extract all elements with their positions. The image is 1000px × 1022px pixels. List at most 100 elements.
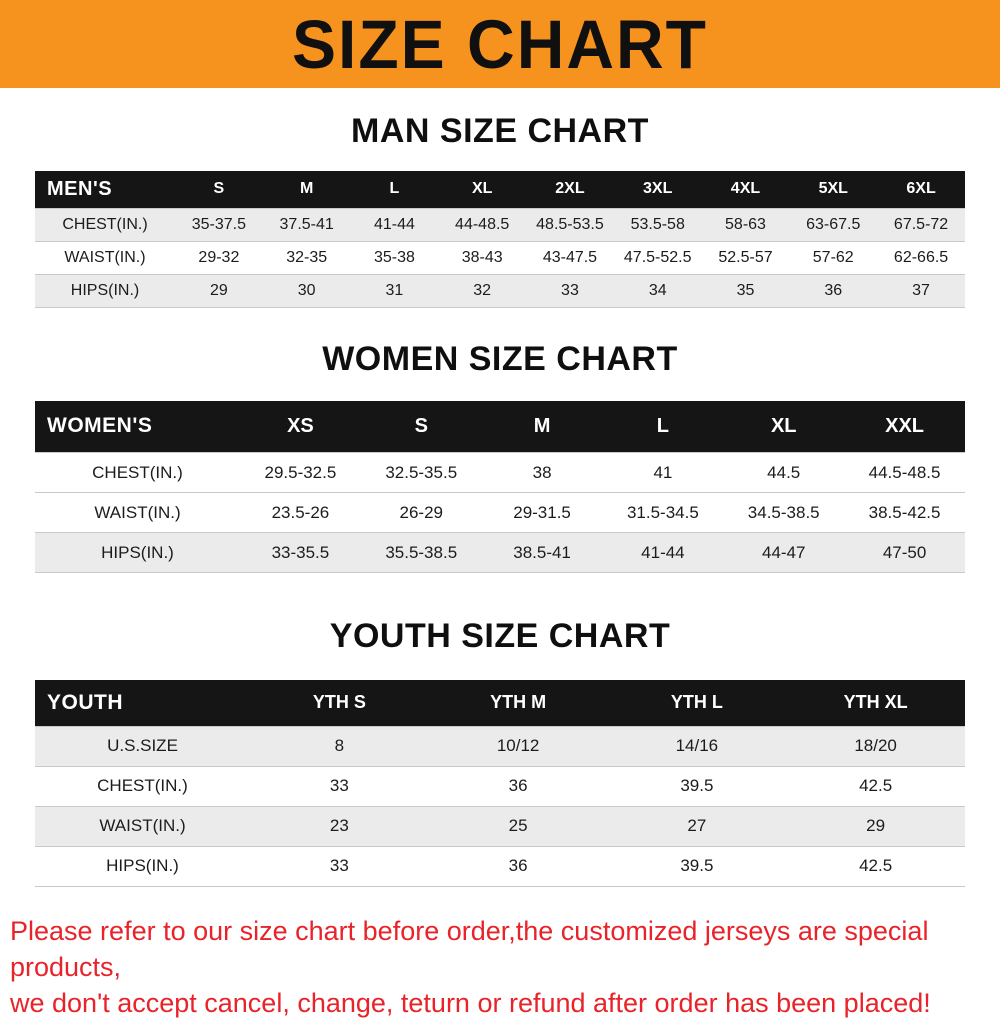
measurement-value-cell: 43-47.5 (526, 240, 614, 274)
measurement-label-cell: U.S.SIZE (35, 725, 250, 766)
measurement-value-cell: 33-35.5 (240, 532, 361, 573)
table-row: CHEST(IN.) 35-37.5 37.5-41 41-44 44-48.5 48.5… (35, 207, 965, 241)
measurement-label-cell: HIPS(IN.) (35, 532, 240, 573)
measurement-value-cell: 32.5-35.5 (360, 452, 482, 493)
measurement-value-cell: 44.5-48.5 (844, 452, 965, 493)
measurement-label-cell: CHEST(IN.) (35, 207, 175, 241)
size-header-cell: 4XL (730, 180, 761, 198)
man-size-section: MAN SIZE CHART MEN'S S M L XL 2XL 3XL 4XL 5XL 6XL… (0, 112, 1000, 308)
measurement-value-cell: 58-63 (701, 207, 790, 241)
measurement-value-cell: 23.5-26 (240, 492, 361, 533)
measurement-value-cell: 67.5-72 (877, 207, 965, 241)
table-row: WAIST(IN.) 23.5-26 26-29 29-31.5 31.5-34.5 34… (35, 492, 965, 533)
size-header-cell: 6XL (906, 180, 936, 198)
measurement-value-cell: 35-37.5 (175, 207, 263, 241)
measurement-value-cell: 41 (602, 452, 724, 493)
disclaimer-line-2: we don't accept cancel, change, teturn o… (10, 988, 931, 1019)
measurement-label-cell: WAIST(IN.) (35, 492, 240, 533)
measurement-value-cell: 18/20 (786, 725, 965, 766)
measurement-value-cell: 29 (786, 805, 965, 846)
measurement-value-cell: 31 (350, 273, 439, 308)
womens-size-table: WOMEN'S XS S M L XL XXL CHEST(IN.) 29.5-32.5 32.5… (35, 400, 965, 573)
table-row: HIPS(IN.) 33 36 39.5 42.5 (35, 845, 965, 887)
measurement-value-cell: 44-47 (723, 532, 845, 573)
measurement-value-cell: 38 (481, 452, 603, 493)
measurement-value-cell: 8 (250, 725, 429, 766)
measurement-value-cell: 57-62 (789, 240, 878, 274)
measurement-label-cell: HIPS(IN.) (35, 845, 250, 887)
measurement-value-cell: 35-38 (350, 240, 439, 274)
size-header-cell: M (533, 414, 551, 437)
measurement-label-cell: WAIST(IN.) (35, 240, 175, 274)
measurement-value-cell: 14/16 (607, 725, 787, 766)
measurement-value-cell: 34.5-38.5 (723, 492, 845, 533)
measurement-value-cell: 39.5 (607, 845, 787, 887)
table-row: CHEST(IN.) 33 36 39.5 42.5 (35, 765, 965, 806)
measurement-label-cell: CHEST(IN.) (35, 452, 240, 493)
measurement-value-cell: 27 (607, 805, 787, 846)
size-header-cell: XL (471, 180, 493, 198)
size-header-cell: YTH XL (843, 692, 908, 713)
size-header-cell: L (389, 180, 400, 198)
size-header-cell: S (414, 414, 428, 437)
size-header-cell: XXL (885, 414, 925, 437)
measurement-value-cell: 30 (262, 273, 351, 308)
measurement-value-cell: 63-67.5 (789, 207, 878, 241)
size-header-cell: L (656, 414, 669, 437)
measurement-value-cell: 42.5 (786, 845, 965, 887)
measurement-value-cell: 37 (877, 273, 965, 308)
table-row: WAIST(IN.) 23 25 27 29 (35, 805, 965, 846)
table-header-row: MEN'S S M L XL 2XL 3XL 4XL 5XL 6XL (35, 171, 965, 208)
table-header-row: YOUTH YTH S YTH M YTH L YTH XL (35, 680, 965, 726)
size-header-cell: 2XL (555, 180, 585, 198)
size-header-cell: YTH L (670, 692, 723, 713)
measurement-value-cell: 31.5-34.5 (602, 492, 724, 533)
size-header-cell: 5XL (818, 180, 848, 198)
youth-size-chart-heading: YOUTH SIZE CHART (329, 617, 671, 655)
measurement-value-cell: 53.5-58 (613, 207, 702, 241)
measurement-value-cell: 33 (526, 273, 614, 308)
measurement-value-cell: 37.5-41 (262, 207, 351, 241)
size-header-cell: YTH S (312, 692, 366, 713)
measurement-label-cell: CHEST(IN.) (35, 765, 250, 806)
table-row: HIPS(IN.) 33-35.5 35.5-38.5 38.5-41 41-44 44-… (35, 532, 965, 573)
measurement-value-cell: 34 (613, 273, 702, 308)
measurement-value-cell: 47.5-52.5 (613, 240, 702, 274)
measurement-value-cell: 38.5-42.5 (844, 492, 965, 533)
measurement-value-cell: 41-44 (350, 207, 439, 241)
measurement-value-cell: 36 (428, 845, 608, 887)
measurement-value-cell: 26-29 (360, 492, 482, 533)
measurement-value-cell: 35 (701, 273, 790, 308)
size-header-cell: YTH M (490, 692, 547, 713)
women-size-chart-heading: WOMEN SIZE CHART (322, 339, 678, 378)
measurement-value-cell: 29-31.5 (481, 492, 603, 533)
order-disclaimer: Please refer to our size chart before or… (0, 913, 1000, 1022)
measurement-value-cell: 23 (250, 805, 429, 846)
measurement-value-cell: 25 (428, 805, 608, 846)
mens-size-table: MEN'S S M L XL 2XL 3XL 4XL 5XL 6XL CHEST(IN.) 35-37… (35, 171, 965, 308)
table-row: HIPS(IN.) 29 30 31 32 33 34 35 36 37 (35, 273, 965, 308)
table-row: WAIST(IN.) 29-32 32-35 35-38 38-43 43-47.5 47.… (35, 240, 965, 274)
size-header-cell: XS (287, 414, 314, 437)
measurement-value-cell: 29.5-32.5 (240, 452, 361, 493)
measurement-value-cell: 48.5-53.5 (526, 207, 614, 241)
measurement-value-cell: 32 (438, 273, 527, 308)
man-size-chart-heading: MAN SIZE CHART (351, 112, 649, 150)
size-chart-title: SIZE CHART (292, 5, 708, 83)
measurement-value-cell: 29-32 (175, 240, 263, 274)
measurement-value-cell: 44-48.5 (438, 207, 527, 241)
table-title-cell: YOUTH (47, 690, 123, 714)
youth-size-table: YOUTH YTH S YTH M YTH L YTH XL U.S.SIZE 8 10/12… (35, 680, 965, 887)
table-header-row: WOMEN'S XS S M L XL XXL (35, 400, 965, 453)
measurement-value-cell: 36 (428, 765, 608, 806)
measurement-value-cell: 38.5-41 (481, 532, 603, 573)
measurement-value-cell: 41-44 (602, 532, 724, 573)
table-row: U.S.SIZE 8 10/12 14/16 18/20 (35, 725, 965, 766)
measurement-label-cell: HIPS(IN.) (35, 273, 175, 308)
size-header-cell: S (213, 180, 225, 198)
size-header-cell: M (299, 180, 314, 198)
measurement-value-cell: 29 (175, 273, 263, 308)
measurement-value-cell: 35.5-38.5 (360, 532, 482, 573)
disclaimer-line-1: Please refer to our size chart before or… (10, 915, 929, 982)
measurement-label-cell: WAIST(IN.) (35, 805, 250, 846)
